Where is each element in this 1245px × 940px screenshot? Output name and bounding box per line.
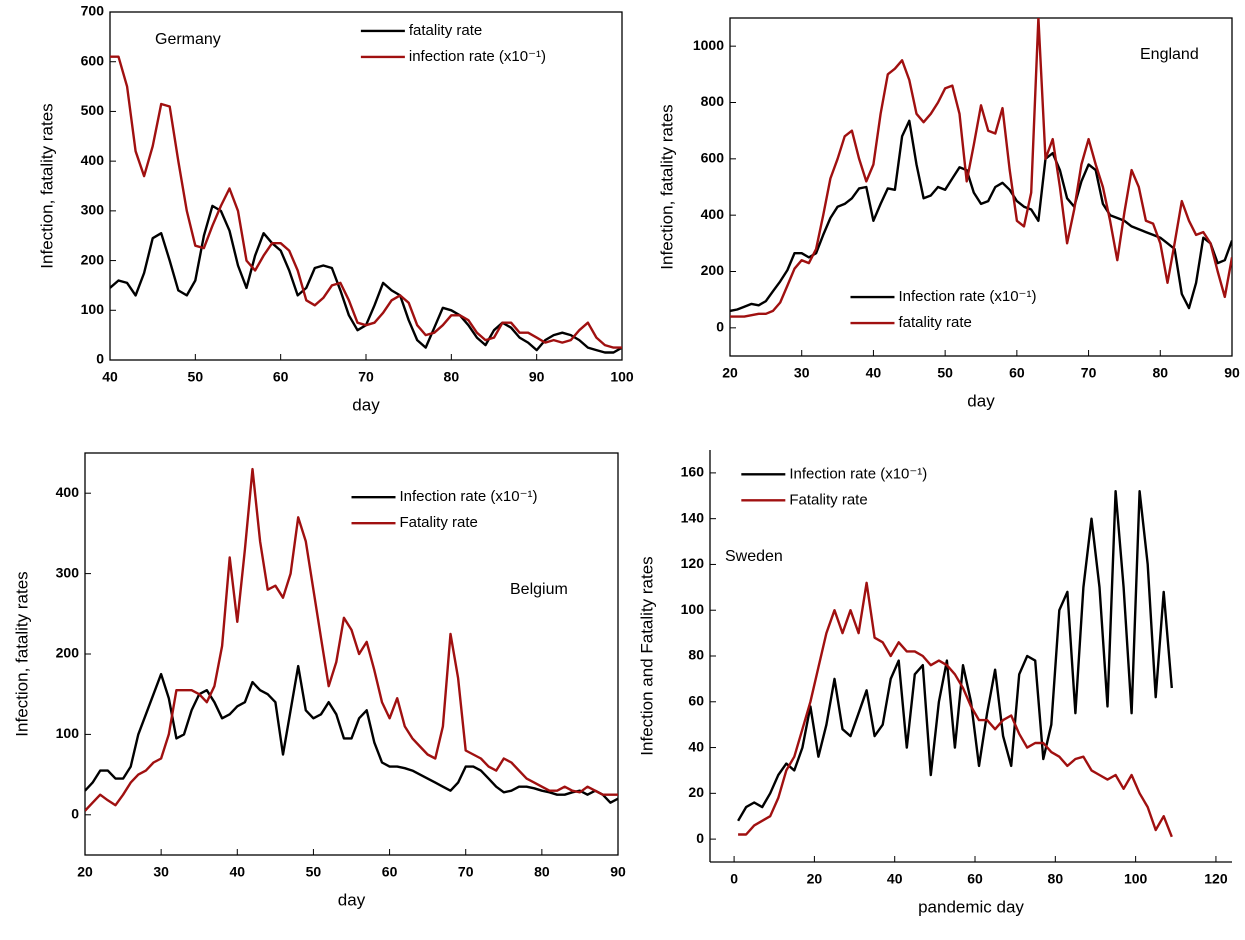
y-tick-label: 200 [81, 251, 105, 267]
y-axis-label: Infection, fatality rates [37, 103, 56, 268]
y-tick-label: 400 [56, 484, 80, 500]
y-tick-label: 40 [688, 738, 704, 754]
annotation: Belgium [510, 581, 568, 598]
y-tick-label: 100 [81, 301, 105, 317]
y-tick-label: 140 [681, 509, 705, 525]
x-tick-label: 100 [1124, 871, 1148, 887]
y-tick-label: 300 [81, 202, 105, 218]
panel: 0 20 40 60 80 100 120 140 160 0 20 40 60 80 100 120 pand… [637, 450, 1232, 916]
x-tick-label: 80 [1048, 871, 1064, 887]
data-line [730, 119, 1232, 313]
x-tick-label: 70 [1081, 365, 1097, 381]
x-tick-label: 70 [358, 369, 374, 385]
data-line [738, 581, 1173, 838]
data-line [85, 664, 618, 804]
x-tick-label: 80 [1152, 365, 1168, 381]
annotation: Germany [155, 31, 221, 48]
y-tick-label: 200 [56, 645, 80, 661]
x-tick-label: 60 [273, 369, 289, 385]
legend-label: Infection rate (x10⁻¹) [400, 488, 538, 505]
y-tick-label: 60 [688, 692, 704, 708]
data-line [85, 467, 618, 812]
y-tick-label: 80 [688, 647, 704, 663]
y-tick-label: 700 [81, 3, 105, 19]
legend-label: Infection rate (x10⁻¹) [898, 288, 1036, 305]
x-tick-label: 50 [306, 864, 322, 880]
x-tick-label: 80 [534, 864, 550, 880]
x-tick-label: 20 [722, 365, 738, 381]
y-axis-label: Infection and Fatality rates [637, 556, 656, 755]
y-tick-label: 400 [81, 152, 105, 168]
data-line [110, 204, 622, 354]
x-axis-label: pandemic day [918, 897, 1024, 916]
y-tick-label: 800 [701, 93, 725, 109]
legend-label: Fatality rate [400, 514, 478, 531]
plot-frame [84, 452, 619, 856]
panel: 0 200 400 600 800 1000 20 30 40 50 60 70 80 90 day Infe… [657, 17, 1240, 410]
panel: 0 100 200 300 400 500 600 700 40 50 60 70 80 90 100 day… [37, 3, 633, 415]
x-tick-label: 60 [1009, 365, 1025, 381]
data-line [110, 55, 622, 349]
y-tick-label: 0 [96, 351, 104, 367]
y-tick-label: 600 [701, 150, 725, 166]
y-tick-label: 0 [716, 319, 724, 335]
legend-label: Fatality rate [789, 491, 867, 508]
annotation: Sweden [725, 548, 783, 565]
x-axis-label: day [967, 391, 995, 410]
y-tick-label: 0 [696, 830, 704, 846]
y-axis-label: Infection, fatality rates [12, 571, 31, 736]
x-axis-label: day [352, 395, 380, 414]
x-tick-label: 20 [807, 871, 823, 887]
x-tick-label: 70 [458, 864, 474, 880]
x-tick-label: 50 [188, 369, 204, 385]
x-tick-label: 60 [967, 871, 983, 887]
x-axis-label: day [338, 890, 366, 909]
x-tick-label: 40 [866, 365, 882, 381]
legend-label: fatality rate [409, 22, 482, 39]
y-tick-label: 0 [71, 806, 79, 822]
y-tick-label: 1000 [693, 37, 724, 53]
y-tick-label: 160 [681, 464, 705, 480]
x-tick-label: 120 [1204, 871, 1228, 887]
x-tick-label: 40 [229, 864, 245, 880]
x-tick-label: 50 [937, 365, 953, 381]
y-tick-label: 120 [681, 555, 705, 571]
x-tick-label: 0 [730, 871, 738, 887]
y-tick-label: 200 [701, 262, 725, 278]
annotation: England [1140, 46, 1199, 63]
legend-label: infection rate (x10⁻¹) [409, 48, 546, 65]
x-tick-label: 90 [610, 864, 626, 880]
data-line [730, 18, 1232, 318]
x-tick-label: 40 [887, 871, 903, 887]
panel: 0 100 200 300 400 20 30 40 50 60 70 80 90 day Infectio… [12, 452, 626, 909]
x-tick-label: 40 [102, 369, 118, 385]
legend-label: fatality rate [898, 314, 971, 331]
y-tick-label: 100 [56, 725, 80, 741]
x-tick-label: 100 [610, 369, 634, 385]
y-axis-label: Infection, fatality rates [657, 104, 676, 269]
x-tick-label: 90 [529, 369, 545, 385]
data-line [737, 490, 1173, 822]
y-tick-label: 100 [681, 601, 705, 617]
y-tick-label: 400 [701, 206, 725, 222]
y-tick-label: 300 [56, 564, 80, 580]
x-tick-label: 20 [77, 864, 93, 880]
x-tick-label: 30 [153, 864, 169, 880]
x-tick-label: 60 [382, 864, 398, 880]
legend-label: Infection rate (x10⁻¹) [789, 465, 927, 482]
y-tick-label: 500 [81, 102, 105, 118]
x-tick-label: 90 [1224, 365, 1240, 381]
x-tick-label: 80 [444, 369, 460, 385]
y-tick-label: 20 [688, 784, 704, 800]
plot-frame [729, 17, 1233, 357]
x-tick-label: 30 [794, 365, 810, 381]
y-tick-label: 600 [81, 52, 105, 68]
